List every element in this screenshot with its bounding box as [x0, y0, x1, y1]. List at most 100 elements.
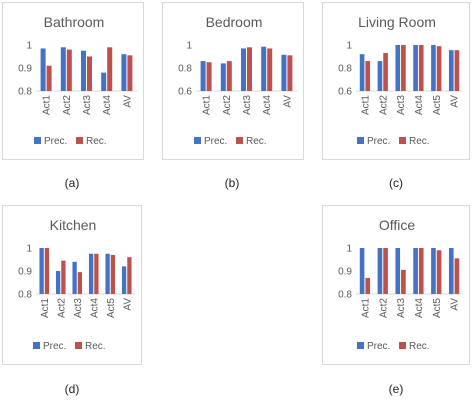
chart-svg-living-room: Living Room 0.6 0.8 1 Act1 Act2 Act3 Act4 Act5 AV…	[338, 14, 463, 147]
y-tick-label-kitchen: 0.9	[18, 267, 32, 278]
x-tick-label-act4: Act4	[414, 95, 425, 115]
y-tick-label-bathroom: 0.8	[18, 87, 32, 98]
bar-rec--act4	[107, 47, 113, 91]
x-tick-label-act1: Act1	[40, 298, 51, 318]
x-tick-label-av: AV	[122, 298, 133, 311]
chart-panel-bedroom: Bedroom 0.6 0.8 1 Act1 Act2 Act3 Act4 AV Prec. Rec…	[162, 2, 304, 160]
chart-svg-office: Office 0.8 0.9 1 Act1 Act2 Act3 Act4 Act5 AV Prec.…	[338, 217, 463, 352]
x-tick-label-act3: Act3	[396, 95, 407, 115]
bar-prec--act2	[220, 63, 226, 91]
bar-rec--act5	[436, 250, 442, 294]
legend-swatch-rec	[236, 137, 243, 144]
x-tick-label-act2: Act2	[222, 95, 233, 115]
chart-title-bathroom: Bathroom	[44, 14, 105, 30]
bar-rec--act1	[206, 62, 212, 91]
x-tick-label-av: AV	[450, 298, 461, 311]
bar-rec--act1	[46, 65, 52, 91]
y-tick-label-bathroom: 1	[26, 41, 32, 52]
bar-rec--act3	[401, 269, 406, 294]
bar-prec--av	[448, 248, 454, 294]
bar-prec--av	[281, 54, 287, 91]
bar-prec--act1	[200, 61, 206, 91]
bar-rec--act4	[94, 253, 99, 294]
legend-label-rec: Rec.	[409, 136, 430, 147]
caption-c: (c)	[389, 176, 403, 190]
x-tick-label-act3: Act3	[242, 95, 253, 115]
bar-rec--act3	[77, 272, 83, 294]
legend-swatch-prec	[357, 342, 364, 349]
x-tick-label-act2: Act2	[378, 95, 389, 115]
bar-prec--act3	[81, 50, 86, 91]
bar-rec--act2	[383, 248, 388, 294]
x-tick-label-act1: Act1	[42, 95, 53, 115]
x-tick-label-act5: Act5	[432, 95, 443, 115]
y-tick-label-bathroom: 0.9	[18, 64, 32, 75]
caption-d: (d)	[64, 382, 80, 396]
bar-prec--act2	[55, 271, 61, 294]
x-tick-label-act3: Act3	[73, 298, 84, 318]
x-tick-label-act2: Act2	[62, 95, 73, 115]
legend-swatch-prec	[357, 137, 364, 144]
bar-prec--act4	[413, 45, 418, 91]
x-tick-label-av: AV	[282, 95, 293, 108]
bar-prec--av	[448, 50, 454, 91]
bar-rec--act1	[44, 248, 50, 294]
chart-title-bedroom: Bedroom	[206, 14, 263, 30]
chart-panel-bathroom: Bathroom 0.8 0.9 1 Act1 Act2 Act3 Act4 AV Prec. Re…	[2, 2, 144, 160]
bar-rec--act2	[226, 61, 232, 91]
legend-label-prec: Prec.	[43, 341, 66, 352]
bar-rec--act4	[418, 248, 424, 294]
legend-swatch-prec	[33, 342, 40, 349]
bar-prec--act1	[39, 248, 44, 294]
bar-rec--act3	[401, 45, 406, 91]
x-tick-label-act5: Act5	[106, 298, 117, 318]
bar-prec--act5	[431, 248, 436, 294]
bar-rec--act3	[87, 56, 92, 91]
bar-prec--act4	[101, 72, 107, 91]
legend-label-prec: Prec.	[367, 136, 390, 147]
y-tick-label-office: 0.9	[338, 267, 352, 278]
bar-rec--act4	[267, 48, 273, 91]
bar-rec--act1	[365, 277, 371, 294]
bar-prec--act3	[241, 48, 246, 91]
x-tick-label-act1: Act1	[360, 95, 371, 115]
chart-title-living-room: Living Room	[358, 14, 436, 30]
y-tick-label-bedroom: 0.8	[178, 64, 192, 75]
chart-panel-living-room: Living Room 0.6 0.8 1 Act1 Act2 Act3 Act4 Act5 AV…	[322, 2, 470, 160]
x-tick-label-act1: Act1	[360, 298, 371, 318]
bar-prec--act1	[359, 54, 365, 91]
bar-rec--act2	[61, 260, 66, 294]
chart-title-kitchen: Kitchen	[50, 217, 97, 233]
bar-rec--av	[454, 50, 460, 91]
legend-label-rec: Rec.	[246, 136, 267, 147]
bar-rec--av	[127, 257, 132, 294]
y-tick-label-kitchen: 0.8	[18, 290, 32, 301]
bar-prec--act4	[261, 46, 267, 91]
x-tick-label-act4: Act4	[89, 298, 100, 318]
bar-prec--av	[121, 266, 127, 294]
bar-prec--act5	[431, 45, 436, 91]
y-tick-label-office: 1	[346, 244, 352, 255]
legend-swatch-prec	[34, 137, 41, 144]
legend-label-prec: Prec.	[367, 341, 390, 352]
x-tick-label-act4: Act4	[262, 95, 273, 115]
y-tick-label-office: 0.8	[338, 290, 352, 301]
bar-prec--av	[121, 54, 127, 91]
bar-rec--act1	[365, 61, 371, 91]
x-tick-label-act4: Act4	[102, 95, 113, 115]
y-tick-label-bedroom: 1	[186, 41, 192, 52]
bar-rec--act5	[110, 254, 116, 294]
bar-rec--act4	[418, 45, 424, 91]
bar-rec--act3	[247, 47, 252, 91]
bar-prec--act2	[377, 248, 383, 294]
chart-svg-bedroom: Bedroom 0.6 0.8 1 Act1 Act2 Act3 Act4 AV Prec. Rec…	[178, 14, 297, 147]
chart-svg-kitchen: Kitchen 0.8 0.9 1 Act1 Act2 Act3 Act4 Act5 AV Prec…	[18, 217, 135, 352]
y-tick-label-living-room: 1	[346, 41, 352, 52]
x-tick-label-av: AV	[450, 95, 461, 108]
bar-prec--act3	[395, 45, 401, 91]
x-tick-label-act1: Act1	[202, 95, 213, 115]
x-tick-label-av: AV	[122, 95, 133, 108]
chart-svg-bathroom: Bathroom 0.8 0.9 1 Act1 Act2 Act3 Act4 AV Prec. Re…	[18, 14, 137, 147]
bar-rec--act2	[383, 53, 388, 91]
bar-prec--act4	[413, 248, 418, 294]
